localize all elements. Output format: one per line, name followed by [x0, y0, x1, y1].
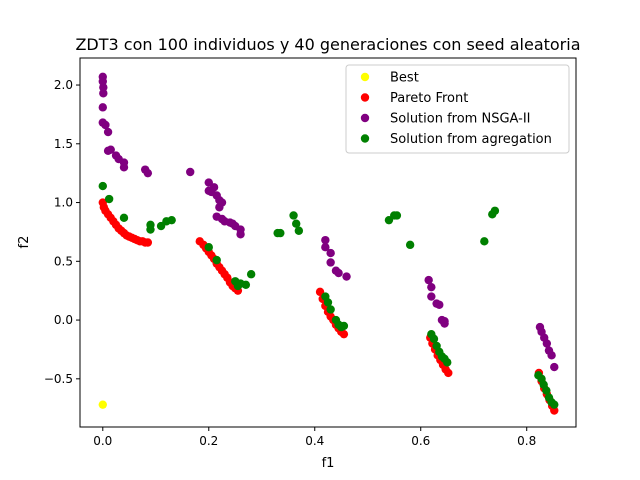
- legend: Best Pareto Front Solution from NSGA-II Sol…: [345, 64, 570, 154]
- point-s3-44: [542, 386, 551, 395]
- point-s3-16: [276, 228, 285, 238]
- legend-marker-2: [360, 113, 370, 123]
- series-2: [98, 72, 559, 372]
- y-tick-label-0: −0.5: [44, 372, 73, 386]
- point-s2-41: [427, 282, 436, 292]
- point-s2-53: [547, 351, 556, 360]
- x-tick-label-0: 0.0: [93, 434, 112, 448]
- point-s1-18: [143, 238, 153, 247]
- legend-label-1: Pareto Front: [390, 91, 468, 106]
- point-s1-43: [339, 329, 349, 339]
- point-s2-3: [99, 89, 108, 98]
- point-s3-40: [490, 206, 500, 215]
- plot-frame: [79, 57, 577, 428]
- point-s3-8: [204, 243, 213, 252]
- points-layer: [98, 72, 559, 415]
- point-s2-15: [143, 168, 153, 178]
- point-s2-6: [101, 120, 110, 130]
- y-tick-label-1: 0.0: [54, 313, 73, 327]
- legend-marker-0: [360, 72, 370, 82]
- x-tick-label-3: 0.6: [411, 434, 430, 448]
- point-s2-20: [209, 183, 219, 192]
- point-s2-40: [424, 275, 433, 285]
- point-s2-9: [106, 145, 115, 154]
- x-axis-label: f1: [322, 456, 335, 471]
- point-s2-4: [98, 103, 107, 112]
- point-s2-33: [321, 235, 330, 245]
- y-axis-label: f2: [17, 236, 32, 249]
- point-s3-14: [246, 270, 256, 279]
- series-0: [98, 400, 107, 409]
- legend-box: [345, 64, 570, 154]
- point-s3-30: [405, 240, 415, 250]
- point-s3-29: [392, 211, 402, 220]
- x-axis-ticks: 0.0 0.2 0.4 0.6 0.8: [93, 427, 536, 448]
- point-s2-47: [440, 319, 449, 328]
- point-s2-42: [427, 292, 436, 301]
- chart-title: ZDT3 con 100 individuos y 40 generacione…: [75, 35, 580, 54]
- point-s1-51: [444, 368, 453, 378]
- x-tick-label-4: 0.8: [517, 434, 536, 448]
- point-s3-32: [429, 334, 439, 344]
- point-s2-16: [186, 167, 195, 177]
- point-s2-39: [342, 272, 351, 281]
- point-s3-21: [323, 298, 333, 307]
- point-s2-36: [326, 258, 335, 267]
- point-s3-47: [550, 400, 559, 409]
- legend-marker-3: [360, 134, 370, 143]
- point-s1-58: [550, 406, 559, 415]
- point-s2-24: [215, 203, 224, 212]
- point-s3-38: [480, 237, 489, 246]
- point-s3-19: [294, 226, 304, 235]
- point-s2-13: [119, 163, 129, 172]
- point-s3-17: [289, 211, 298, 220]
- y-tick-label-3: 1.0: [54, 196, 73, 210]
- y-tick-label-2: 0.5: [54, 254, 73, 268]
- point-s3-37: [443, 358, 452, 367]
- point-s3-26: [339, 321, 349, 331]
- legend-label-0: Best: [390, 71, 419, 86]
- point-s2-54: [550, 362, 559, 372]
- point-s3-2: [119, 213, 129, 223]
- point-s3-22: [326, 305, 335, 314]
- point-s0-0: [98, 400, 107, 409]
- point-s2-2: [99, 83, 108, 92]
- point-s3-1: [104, 194, 114, 204]
- point-s3-9: [212, 255, 221, 265]
- legend-marker-1: [360, 93, 370, 102]
- y-tick-label-4: 1.5: [54, 137, 73, 151]
- point-s2-44: [435, 300, 444, 309]
- point-s2-34: [321, 243, 330, 252]
- y-axis-ticks: −0.5 0.0 0.5 1.0 1.5 2.0: [44, 78, 80, 386]
- y-tick-label-5: 2.0: [54, 78, 73, 92]
- legend-items: Best Pareto Front Solution from NSGA-II Sol…: [360, 71, 552, 147]
- point-s3-7: [167, 215, 176, 225]
- x-tick-label-2: 0.4: [305, 434, 324, 448]
- point-s3-0: [98, 181, 107, 191]
- point-s3-13: [241, 280, 251, 290]
- point-s3-4: [146, 225, 155, 234]
- point-s2-32: [236, 230, 245, 239]
- point-s3-18: [292, 219, 301, 228]
- x-tick-label-1: 0.2: [199, 434, 218, 448]
- point-s2-7: [103, 127, 113, 137]
- point-s2-38: [334, 268, 343, 278]
- legend-label-3: Solution from agregation: [390, 132, 552, 147]
- series-3: [98, 181, 559, 409]
- point-s2-35: [326, 248, 335, 258]
- point-s3-12: [233, 281, 243, 291]
- point-s2-51: [542, 339, 552, 348]
- legend-label-2: Solution from NSGA-II: [390, 112, 531, 127]
